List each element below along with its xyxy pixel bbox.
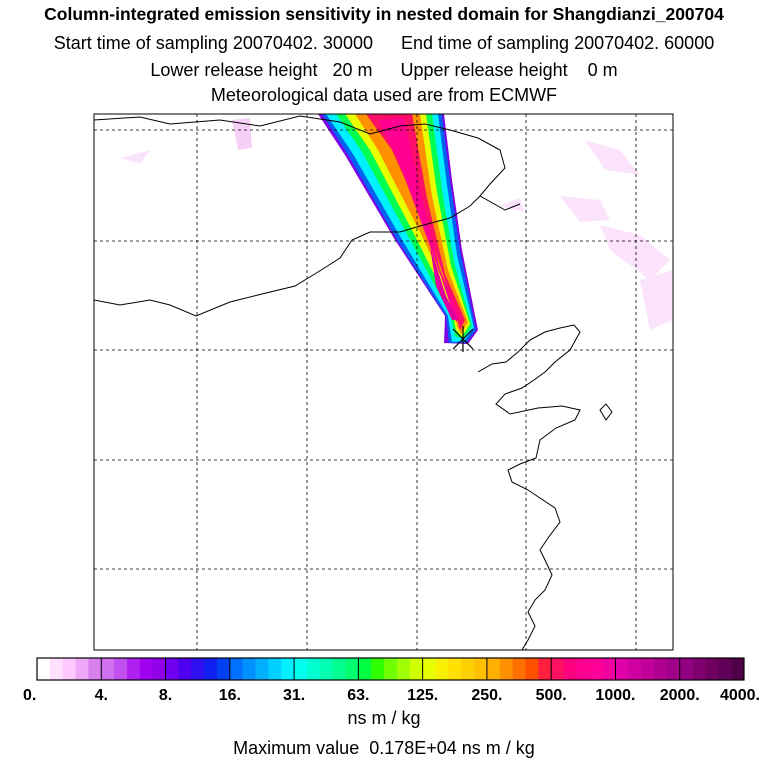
colorbar-swatch [371,658,385,680]
colorbar-swatch [165,658,179,680]
colorbar-tick-label: 250. [471,687,502,704]
colorbar-swatch [178,658,192,680]
colorbar-swatch [512,658,526,680]
plume-band-8 [378,118,460,322]
colorbar-swatch [62,658,76,680]
colorbar-swatch [409,658,423,680]
low-sensitivity-patches [120,118,672,330]
colorbar-swatch [486,658,501,680]
max-value-label: Maximum value 0.178E+04 ns m / kg [233,738,535,758]
colorbar-tick-label: 2000. [660,687,700,704]
map-area [94,114,673,650]
colorbar-swatch [628,658,642,680]
colorbar-swatch [679,658,693,680]
colorbar-swatch [499,658,513,680]
lower-height-label: Lower release height 20 m [150,60,373,80]
plume-core [430,246,458,320]
chart-title: Column-integrated emission sensitivity i… [44,4,724,24]
colorbar-tick-label: 500. [536,687,567,704]
colorbar-swatch [345,658,359,680]
colorbar-swatch [538,658,552,680]
coastlines [94,115,613,650]
colorbar-frame [36,657,745,681]
coastline-inland [94,231,400,317]
colorbar-swatch [114,658,128,680]
colorbar-swatch [615,658,629,680]
colorbar-swatch [474,658,488,680]
colorbar-tick-label: 1000. [595,687,635,704]
colorbar-swatch [152,658,166,680]
colorbar-swatch [551,658,565,680]
colorbar-swatch [576,658,591,680]
colorbar-tick-label: 8. [159,687,172,704]
coastline-small-island [599,403,613,421]
colorbar-swatch [37,658,51,680]
colorbar-tick-label: 16. [219,687,241,704]
coastline-bay [399,195,481,233]
colorbar-swatch [139,658,153,680]
met-data-label: Meteorological data used are from ECMWF [210,85,558,105]
colorbar-swatch [101,658,115,680]
colorbar-swatch [319,658,333,680]
colorbar-unit: ns m / kg [347,708,421,728]
colorbar-tick-label: 4. [95,687,108,704]
colorbar-swatch [242,658,256,680]
receptor-marker [452,326,474,352]
colorbar-swatch [641,658,655,680]
map-frame [93,113,674,651]
colorbar-swatch [229,658,243,680]
colorbar-swatch [705,658,719,680]
colorbar-swatch [602,658,616,680]
colorbar-tick-label: 63. [347,687,369,704]
colorbar-swatch [294,658,308,680]
colorbar-swatch [191,658,205,680]
emission-plume [318,114,478,344]
colorbar-swatch [384,658,398,680]
colorbar-tick-label: 4000. [720,687,760,704]
upper-height-label: Upper release height 0 m [400,60,618,80]
colorbar-tick-label: 0. [23,687,36,704]
colorbar-swatch [306,658,321,680]
colorbar [36,657,745,681]
end-time-label: End time of sampling 20070402. 60000 [400,33,715,53]
colorbar-swatch [126,658,141,680]
colorbar-swatch [332,658,346,680]
colorbar-swatch [718,658,732,680]
colorbar-swatch [525,658,539,680]
colorbar-swatch [666,658,681,680]
start-time-label: Start time of sampling 20070402. 30000 [53,33,373,53]
colorbar-swatch [422,658,436,680]
colorbar-swatch [255,658,269,680]
colorbar-swatch [358,658,372,680]
colorbar-swatch [204,658,218,680]
colorbar-swatch [564,658,578,680]
colorbar-swatch [268,658,282,680]
colorbar-labels: 0. 4. 8. 16. 31. 63. 125. 250. 500. 1000. 2000. 400… [23,687,760,704]
coastline-east [477,324,581,650]
colorbar-swatch [216,658,231,680]
colorbar-swatch [589,658,603,680]
colorbar-swatch [281,658,295,680]
colorbar-swatch [654,658,668,680]
colorbar-swatch [75,658,89,680]
colorbar-tick-label: 125. [407,687,438,704]
grid [94,114,673,650]
release-heights: Lower release height 20 m Upper release h… [0,60,768,81]
colorbar-swatch [88,658,102,680]
colorbar-swatch [448,658,462,680]
sampling-times: Start time of sampling 20070402. 30000 En… [0,33,768,54]
colorbar-swatch [731,658,745,680]
colorbar-swatch [49,658,64,680]
colorbar-swatch [435,658,449,680]
colorbar-swatch [461,658,475,680]
colorbar-swatch [396,658,411,680]
colorbar-swatch [692,658,706,680]
coastline-north [94,115,521,211]
colorbar-tick-label: 31. [283,687,305,704]
